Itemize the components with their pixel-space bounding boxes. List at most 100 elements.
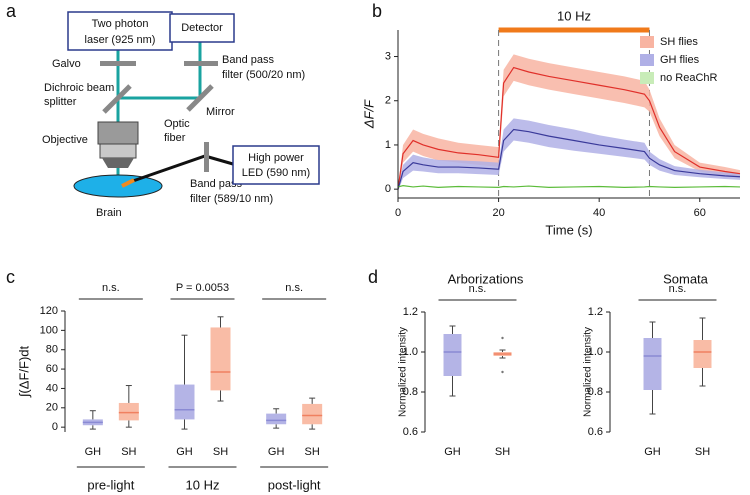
category-label: SH <box>695 446 710 458</box>
diagram-label: Objective <box>42 134 88 146</box>
objective <box>97 121 139 145</box>
legend-swatch <box>640 72 654 84</box>
data-line <box>397 128 741 190</box>
box <box>174 384 195 420</box>
significance-label: n.s. <box>469 283 487 295</box>
led-box <box>232 145 320 185</box>
text-line: LED (590 nm) <box>242 167 310 179</box>
x-tick-label: 20 <box>492 207 504 219</box>
y-tick-label: 0.6 <box>588 426 603 438</box>
y-tick-label: 1.0 <box>403 346 418 358</box>
legend-swatch <box>640 54 654 66</box>
fiber-tip <box>121 178 135 188</box>
diagram-label: High power LED (590 nm) <box>242 152 310 179</box>
text-line: Dichroic beam <box>44 82 114 94</box>
mirror <box>186 84 214 112</box>
y-tick-label: 100 <box>40 324 58 336</box>
x-tick-label: 60 <box>694 207 706 219</box>
y-tick-label: 1.2 <box>588 306 603 318</box>
significance-label: P = 0.0053 <box>176 282 229 294</box>
category-label: GH <box>444 446 461 458</box>
group-label: pre-light <box>87 477 134 492</box>
laser-box <box>67 11 173 51</box>
brain <box>73 174 163 198</box>
panel-label: a <box>6 1 17 21</box>
y-tick-label: 0 <box>52 421 58 433</box>
group-label: 10 Hz <box>186 477 220 492</box>
legend-label: no ReaChR <box>660 72 718 84</box>
category-label: GH <box>85 446 102 458</box>
x-tick-label: 40 <box>593 207 605 219</box>
detector-box <box>169 13 235 43</box>
group-label: post-light <box>268 477 321 492</box>
text-line: Band pass <box>190 178 242 190</box>
category-label: SH <box>495 446 510 458</box>
y-axis-label: Normalized intensity <box>583 327 594 417</box>
error-band <box>398 118 740 192</box>
text-line: splitter <box>44 96 77 108</box>
y-tick-label: 120 <box>40 305 58 317</box>
panel-label: d <box>368 267 378 287</box>
y-tick-label: 2 <box>385 95 391 107</box>
diagram-label: Detector <box>181 22 223 34</box>
text-line: fiber <box>164 132 186 144</box>
text-line: filter (589/10 nm) <box>190 193 273 205</box>
diagram-label: Brain <box>96 207 122 219</box>
y-tick-label: 0.6 <box>403 426 418 438</box>
objective <box>99 143 137 159</box>
dichroic <box>102 84 132 114</box>
text-line: filter (500/20 nm) <box>222 69 305 81</box>
box <box>302 403 323 425</box>
y-tick-label: 1.0 <box>588 346 603 358</box>
y-axis-label: ΔF/F <box>361 99 376 129</box>
diagram-label: Band pass filter (589/10 nm) <box>190 178 273 205</box>
diagram-label: Two photon laser (925 nm) <box>85 18 156 46</box>
error-band <box>398 54 740 192</box>
y-tick-label: 1.2 <box>403 306 418 318</box>
y-tick-label: 3 <box>385 50 391 62</box>
text-line: Two photon <box>92 18 149 30</box>
text-line: High power <box>248 152 304 164</box>
category-label: SH <box>305 446 320 458</box>
category-label: GH <box>268 446 285 458</box>
significance-label: n.s. <box>669 283 687 295</box>
panel-label: b <box>372 1 382 21</box>
box <box>693 340 712 368</box>
chart-title: Arborizations <box>448 271 524 286</box>
y-tick-label: 60 <box>46 363 58 375</box>
data-line <box>397 66 741 190</box>
y-tick-label: 80 <box>46 344 58 356</box>
chart-title: Somata <box>663 271 709 286</box>
y-tick-label: 0.8 <box>403 386 418 398</box>
filter <box>184 61 218 66</box>
significance-label: n.s. <box>285 282 303 294</box>
significance-label: n.s. <box>102 282 120 294</box>
outlier <box>501 336 504 340</box>
objective <box>102 158 134 168</box>
legend-label: SH flies <box>660 36 698 48</box>
data-line <box>397 185 741 188</box>
stimulus-label: 10 Hz <box>557 8 591 23</box>
category-label: SH <box>121 446 136 458</box>
y-tick-label: 0 <box>385 183 391 195</box>
y-tick-label: 1 <box>385 139 391 151</box>
filter <box>204 142 209 172</box>
diagram-label: Band pass filter (500/20 nm) <box>222 54 305 81</box>
y-tick-label: 20 <box>46 402 58 414</box>
box <box>210 327 231 391</box>
box <box>643 338 662 390</box>
y-axis-label: ∫(ΔF/F)dt <box>16 345 31 398</box>
setup-diagram: Two photon laser (925 nm) Detector Galvo … <box>42 11 320 219</box>
text-line: laser (925 nm) <box>85 34 156 46</box>
diagram-label: Optic fiber <box>164 118 190 144</box>
legend-swatch <box>640 36 654 48</box>
legend-label: GH flies <box>660 54 700 66</box>
y-axis-label: Normalized intensity <box>398 327 409 417</box>
y-tick-label: 0.8 <box>588 386 603 398</box>
box <box>266 413 287 425</box>
x-tick-label: 0 <box>395 207 401 219</box>
diagram-label: Galvo <box>52 58 81 70</box>
box <box>118 402 139 421</box>
outlier <box>501 370 504 374</box>
